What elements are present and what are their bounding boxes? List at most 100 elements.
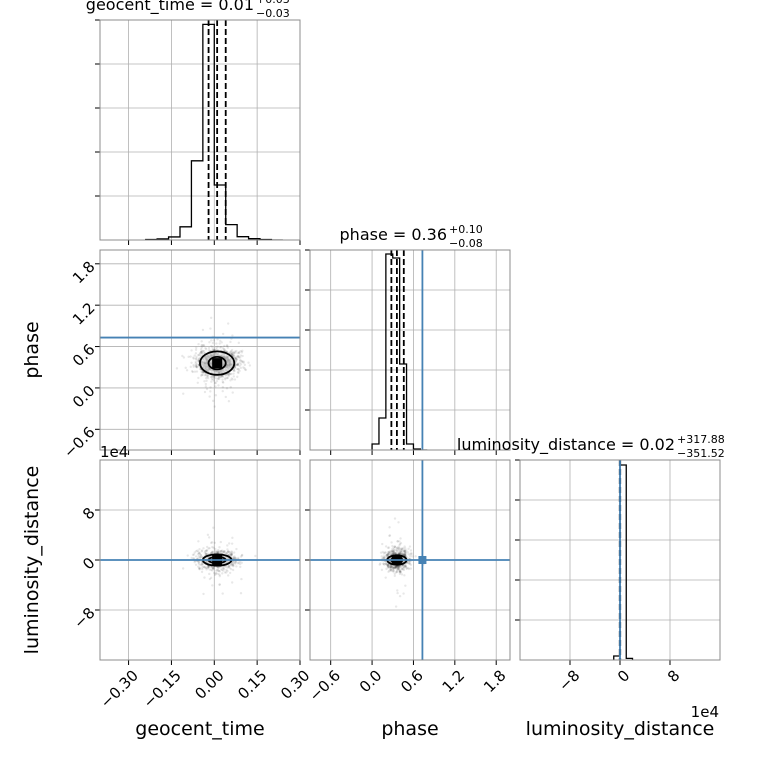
sample-point xyxy=(398,542,402,546)
sample-point xyxy=(221,572,224,575)
x-tick-label: 0.6 xyxy=(397,666,427,696)
sample-point xyxy=(209,390,212,393)
sample-point xyxy=(398,569,402,573)
sample-point xyxy=(194,365,198,368)
sample-point xyxy=(195,365,198,369)
sample-point xyxy=(205,358,208,361)
sample-point xyxy=(231,351,235,354)
title-upper-error: +317.88 xyxy=(677,433,725,446)
sample-point xyxy=(212,567,215,570)
sample-point xyxy=(397,545,400,549)
sample-point xyxy=(229,340,232,344)
sample-point xyxy=(232,375,236,378)
sample-point xyxy=(197,554,200,558)
sample-point xyxy=(227,358,230,362)
sample-point xyxy=(205,545,209,549)
sample-point xyxy=(224,367,227,371)
sample-point xyxy=(201,373,204,377)
sample-point xyxy=(390,569,393,573)
sample-point xyxy=(211,566,215,569)
sample-point xyxy=(204,566,208,570)
sample-point xyxy=(209,327,212,330)
sample-point xyxy=(396,591,399,595)
sample-point xyxy=(200,370,203,373)
sample-point xyxy=(210,364,213,367)
sample-point xyxy=(402,549,406,552)
sample-point xyxy=(200,351,204,355)
sample-point xyxy=(200,350,203,354)
sample-point xyxy=(386,550,390,554)
sample-point xyxy=(209,354,213,358)
sample-point xyxy=(208,362,212,365)
sample-point xyxy=(225,365,229,369)
sample-point xyxy=(199,554,203,557)
sample-point xyxy=(404,554,408,557)
sample-point xyxy=(225,366,229,370)
sample-point xyxy=(206,369,209,372)
sample-point xyxy=(205,363,208,367)
sample-point xyxy=(230,542,234,545)
sample-point xyxy=(394,565,397,569)
sample-point xyxy=(203,356,206,360)
y-tick-label: −8 xyxy=(70,604,98,632)
sample-point xyxy=(214,352,218,355)
sample-point xyxy=(226,362,229,366)
sample-point xyxy=(404,550,407,554)
sample-point xyxy=(227,565,231,568)
sample-point xyxy=(208,367,211,371)
sample-point xyxy=(234,357,238,360)
sample-point xyxy=(398,552,402,555)
sample-point xyxy=(394,565,398,568)
sample-point xyxy=(228,363,232,366)
sample-point xyxy=(400,548,404,552)
sample-point xyxy=(400,552,403,556)
sample-point xyxy=(230,553,233,557)
sample-point xyxy=(227,358,230,361)
sample-point xyxy=(203,362,207,366)
sample-point xyxy=(381,542,384,546)
sample-point xyxy=(392,550,396,554)
sample-point xyxy=(385,567,388,571)
sample-point xyxy=(226,367,230,370)
sample-point xyxy=(399,550,403,554)
sample-point xyxy=(197,342,200,346)
sample-point xyxy=(396,549,399,552)
sample-point xyxy=(394,566,398,569)
sample-point xyxy=(236,354,239,358)
sample-point xyxy=(204,356,207,359)
sample-point xyxy=(204,364,207,368)
sample-point xyxy=(237,368,240,371)
sample-point xyxy=(222,567,226,571)
sample-point xyxy=(203,362,207,365)
sample-point xyxy=(230,553,233,557)
sample-point xyxy=(211,550,214,554)
sample-point xyxy=(202,363,205,366)
sample-point xyxy=(199,347,203,351)
sample-point xyxy=(207,565,210,568)
sample-point xyxy=(210,361,213,365)
sample-point xyxy=(395,570,398,574)
sample-point xyxy=(247,361,250,364)
sample-point xyxy=(224,565,227,569)
sample-point xyxy=(217,371,220,374)
sample-point xyxy=(226,556,229,560)
panel-frame-phase-vs-geocent-time xyxy=(99,249,301,451)
sample-point xyxy=(225,355,229,358)
sample-point xyxy=(408,562,411,565)
sample-point xyxy=(231,378,234,381)
sample-point xyxy=(208,368,211,371)
sample-point xyxy=(392,552,396,555)
sample-point xyxy=(200,361,203,364)
sample-point xyxy=(204,357,208,361)
sample-point xyxy=(205,357,208,360)
sample-point xyxy=(205,552,208,556)
sample-point xyxy=(397,551,400,555)
sample-point xyxy=(228,367,231,371)
sample-point xyxy=(209,354,213,357)
sample-point xyxy=(225,354,229,358)
sample-point xyxy=(384,562,388,565)
sample-point xyxy=(210,339,213,342)
sample-point xyxy=(228,362,232,366)
sample-point xyxy=(386,564,389,567)
sample-point xyxy=(226,322,230,325)
